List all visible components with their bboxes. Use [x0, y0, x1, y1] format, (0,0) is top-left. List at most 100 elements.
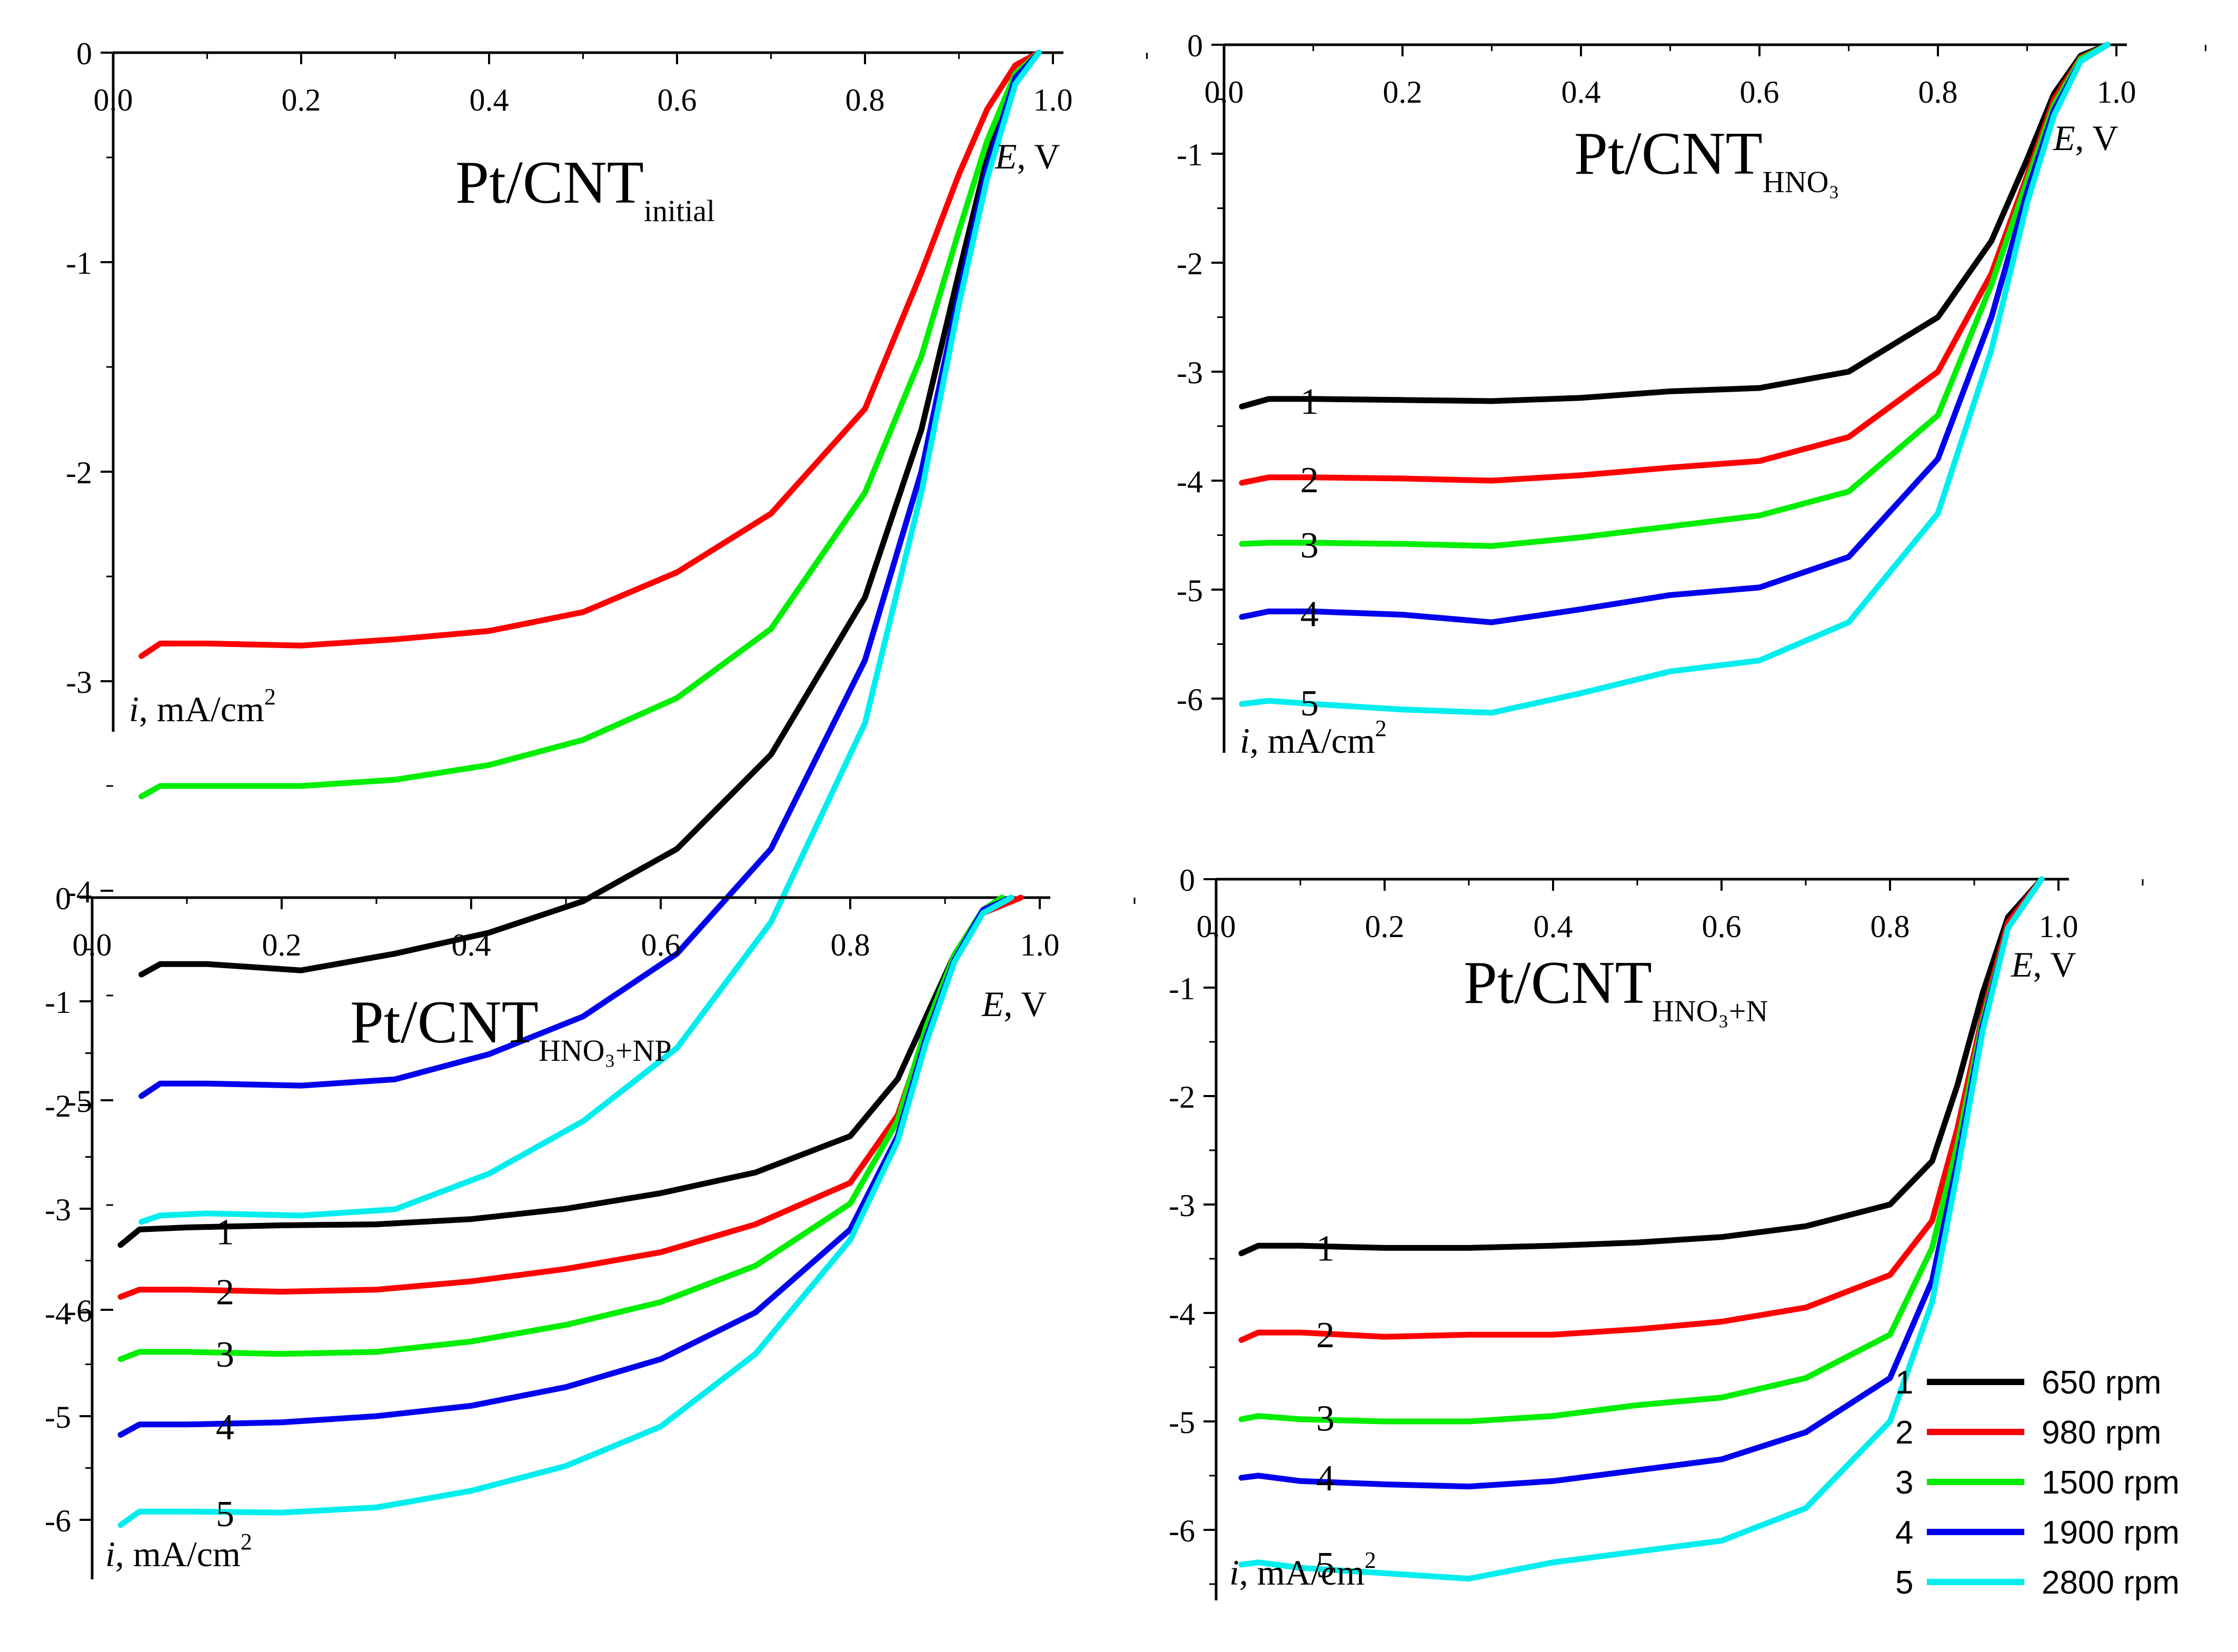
legend-number: 3 — [1895, 1465, 1913, 1501]
series-line-1 — [1239, 42, 2111, 410]
x-tick-label: 0.2 — [1383, 75, 1423, 110]
legend-number: 1 — [1895, 1365, 1913, 1401]
x-tick-label: 1.0 — [2039, 909, 2078, 944]
curve-label-3: 3 — [1316, 1399, 1335, 1439]
x-tick-label: 0.0 — [1197, 909, 1236, 944]
series-line-5 — [138, 49, 1042, 1225]
curve-label-1: 1 — [216, 1212, 234, 1252]
y-tick-label: 0 — [55, 881, 71, 916]
legend-label: 1500 rpm — [2042, 1465, 2180, 1501]
legend-number: 5 — [1895, 1565, 1913, 1601]
y-tick-label: -2 — [66, 455, 92, 490]
legend-label: 1900 rpm — [2042, 1515, 2180, 1551]
x-tick-label: 0.4 — [1534, 909, 1573, 944]
y-tick-label: -6 — [1177, 682, 1203, 717]
x-tick-label: 0.8 — [846, 83, 885, 117]
y-tick-label: -4 — [1169, 1297, 1195, 1331]
curve-label-5: 5 — [1300, 683, 1319, 724]
curve-label-1: 1 — [1316, 1228, 1335, 1269]
y-tick-label: -5 — [66, 1084, 92, 1119]
legend-item-4: 4 1900 rpm — [1895, 1515, 2180, 1551]
y-tick-label: -3 — [45, 1192, 71, 1227]
y-tick-label: -1 — [1169, 971, 1195, 1006]
x-tick-label: 0.6 — [1702, 909, 1742, 944]
series-line-3 — [138, 49, 1042, 800]
y-tick-label: -3 — [1177, 355, 1203, 390]
panel-title: Pt/CNTHNO₃ — [1574, 120, 1839, 199]
x-axis-label: E, V — [994, 136, 1060, 176]
legend-label: 980 rpm — [2042, 1415, 2161, 1451]
y-tick-label: -4 — [66, 874, 92, 909]
x-tick-label: 1.0 — [2097, 75, 2136, 110]
legend-item-2: 2 980 rpm — [1895, 1415, 2161, 1451]
x-tick-label: 0.0 — [1205, 75, 1244, 110]
legend-item-3: 3 1500 rpm — [1895, 1465, 2180, 1501]
chart-panel-3: 0.0 0.2 0.4 0.6 0.8 1.0 0 -1 -2 -3 -4 -5 -6 1 2 3 4 5 Pt/C… — [45, 881, 1136, 1579]
legend-number: 4 — [1895, 1515, 1913, 1551]
y-tick-label: -5 — [1169, 1405, 1195, 1440]
curve-label-3: 3 — [1300, 525, 1319, 566]
x-tick-label: 1.0 — [1020, 928, 1060, 962]
y-axis-label: i, mA/cm2 — [1240, 715, 1387, 761]
curve-label-5: 5 — [1316, 1545, 1335, 1586]
panel-title: Pt/CNTHNO₃+N — [1464, 949, 1768, 1028]
series-line-5 — [1238, 876, 2045, 1582]
x-tick-label: 0.4 — [452, 928, 491, 962]
x-tick-label: 0.6 — [1740, 75, 1779, 110]
x-tick-label: 0.6 — [658, 83, 697, 117]
x-axis-label: E, V — [981, 984, 1047, 1024]
curve-label-2: 2 — [1316, 1315, 1335, 1356]
y-tick-label: -2 — [1169, 1080, 1195, 1114]
x-tick-label: 0.4 — [470, 83, 509, 117]
y-tick-label: -5 — [45, 1400, 71, 1435]
x-tick-label: 0.8 — [1871, 909, 1910, 944]
y-tick-label: -3 — [66, 665, 92, 700]
panel-title: Pt/CNTHNO₃+NP — [350, 989, 672, 1068]
x-tick-label: 0.6 — [641, 928, 681, 962]
legend-label: 650 rpm — [2042, 1365, 2161, 1401]
curve-label-3: 3 — [216, 1335, 234, 1375]
series-line-2 — [138, 49, 1042, 659]
curve-label-2: 2 — [216, 1272, 234, 1313]
chart-panel-1: 0.0 0.2 0.4 0.6 0.8 1.0 0 -1 -2 -3 -4 -5 -6 Pt/CNTini… — [66, 36, 1148, 1328]
x-tick-label: 0.0 — [94, 83, 133, 117]
legend-item-1: 1 650 rpm — [1895, 1365, 2161, 1401]
y-tick-label: 0 — [76, 36, 92, 71]
x-tick-label: 1.0 — [1033, 83, 1073, 117]
y-tick-label: -4 — [1177, 464, 1203, 499]
curve-label-1: 1 — [1300, 382, 1319, 422]
legend-number: 2 — [1895, 1415, 1913, 1451]
panel-title: Pt/CNTinitial — [455, 149, 715, 228]
legend: 1 650 rpm 2 980 rpm 3 1500 rpm 4 1900 rpm 5 2800 … — [1895, 1365, 2180, 1601]
y-axis-label: i, mA/cm2 — [129, 684, 276, 729]
x-tick-label: 0.2 — [1365, 909, 1405, 944]
curve-label-4: 4 — [1316, 1458, 1335, 1499]
x-axis-label: E, V — [2011, 944, 2076, 984]
x-axis-label: E, V — [2053, 118, 2118, 158]
y-tick-label: -2 — [1177, 246, 1203, 281]
x-tick-label: 0.0 — [73, 928, 112, 962]
series-line-5 — [117, 894, 1014, 1528]
y-tick-label: -5 — [1177, 573, 1203, 608]
y-tick-label: -3 — [1169, 1188, 1195, 1223]
y-tick-label: -1 — [1177, 137, 1203, 172]
chart-panel-4: 0.0 0.2 0.4 0.6 0.8 1.0 0 -1 -2 -3 -4 -5 -6 1 2 3 4 5 Pt/C… — [1169, 863, 2144, 1600]
y-axis-label: i, mA/cm2 — [1229, 1547, 1376, 1593]
x-tick-label: 0.2 — [282, 83, 321, 117]
y-tick-label: 0 — [1187, 28, 1203, 63]
x-tick-label: 0.2 — [262, 928, 302, 962]
y-tick-label: -6 — [45, 1504, 71, 1538]
curve-label-5: 5 — [216, 1494, 234, 1535]
y-tick-label: -4 — [45, 1296, 71, 1331]
x-tick-label: 0.8 — [1918, 75, 1958, 110]
legend-label: 2800 rpm — [2042, 1565, 2180, 1601]
y-tick-label: -2 — [45, 1089, 71, 1123]
series-line-5 — [1239, 42, 2111, 716]
y-tick-label: -6 — [1169, 1514, 1195, 1548]
curve-label-4: 4 — [1300, 594, 1319, 634]
curve-label-4: 4 — [216, 1407, 234, 1448]
x-tick-label: 0.4 — [1561, 75, 1601, 110]
legend-item-5: 5 2800 rpm — [1895, 1565, 2180, 1601]
y-axis-label: i, mA/cm2 — [105, 1529, 252, 1574]
